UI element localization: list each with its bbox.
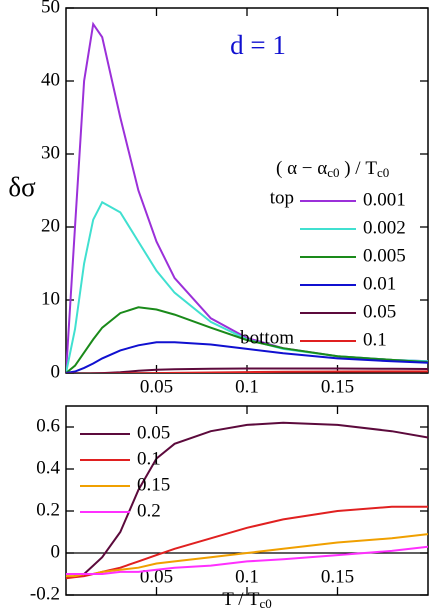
- y-tick-label: 0: [51, 361, 61, 382]
- legend-note: bottom: [240, 327, 294, 348]
- y-tick-label: 20: [41, 215, 60, 236]
- y-tick-label: 0.2: [36, 499, 60, 520]
- x-axis-label: T / Tc0: [222, 589, 272, 610]
- x-axis-label-part: c0: [260, 596, 272, 610]
- legend-title-part: ) / T: [339, 158, 377, 179]
- legend-label: 0.15: [137, 474, 170, 495]
- x-tick-label: 0.1: [235, 566, 259, 587]
- series-group: [66, 421, 428, 580]
- legend-note: top: [270, 187, 294, 208]
- legend-label: 0.1: [363, 329, 387, 350]
- legend-label: 0.01: [363, 273, 396, 294]
- line-series: [66, 341, 428, 373]
- legend-title-part: c0: [327, 165, 339, 180]
- series-group: [66, 21, 428, 373]
- legend-label: 0.002: [363, 217, 406, 238]
- legend-title-part: ( α − α: [276, 158, 327, 179]
- line-series: [66, 367, 428, 373]
- y-tick-label: -0.2: [30, 583, 60, 604]
- y-tick-label: 0: [51, 541, 61, 562]
- annotation: d = 1: [230, 30, 286, 60]
- y-tick-label: 30: [41, 142, 60, 163]
- line-series: [66, 421, 428, 580]
- x-axis-label-part: T / T: [222, 589, 260, 610]
- legend-label: 0.05: [137, 422, 170, 443]
- legend-label: 0.2: [137, 500, 161, 521]
- x-tick-label: 0.1: [235, 376, 259, 397]
- legend-label: 0.1: [137, 448, 161, 469]
- legend-title: ( α − αc0 ) / Tc0: [276, 158, 389, 180]
- x-tick-label: 0.05: [140, 376, 173, 397]
- y-tick-label: 0.4: [36, 457, 60, 478]
- x-tick-label: 0.15: [321, 566, 354, 587]
- legend-label: 0.005: [363, 245, 406, 266]
- legend-label: 0.001: [363, 189, 406, 210]
- y-tick-label: 10: [41, 288, 60, 309]
- y-tick-label: 0.6: [36, 415, 60, 436]
- line-series: [66, 545, 428, 575]
- y-tick-label: 50: [41, 0, 60, 17]
- line-series: [66, 306, 428, 373]
- line-series: [66, 505, 428, 580]
- legend-title-part: c0: [377, 165, 389, 180]
- legend-label: 0.05: [363, 301, 396, 322]
- y-axis-label: δσ: [8, 172, 36, 202]
- line-series: [66, 370, 428, 373]
- y-tick-label: 40: [41, 69, 60, 90]
- x-tick-label: 0.15: [321, 376, 354, 397]
